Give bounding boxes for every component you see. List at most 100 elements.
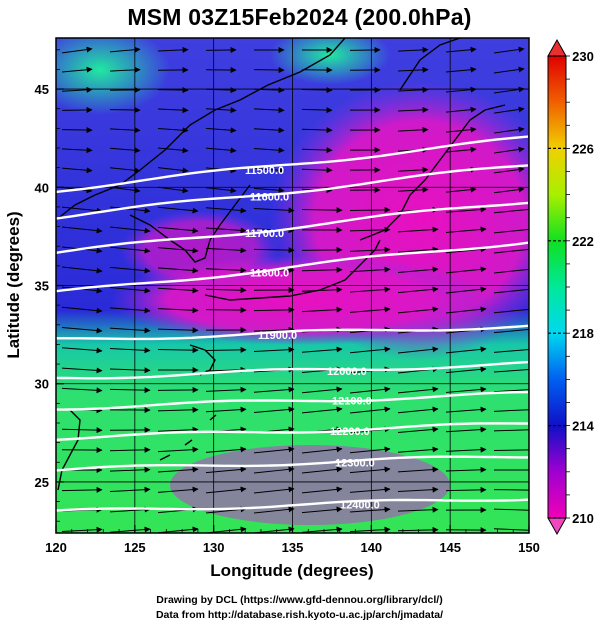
wind-arrow	[493, 286, 529, 294]
contour-label: 11600.0	[250, 192, 289, 204]
wind-arrow	[253, 326, 295, 333]
x-tick-label: 125	[124, 540, 146, 555]
wind-arrow	[157, 526, 199, 533]
wind-arrow	[445, 486, 487, 493]
wind-arrow	[493, 527, 529, 533]
wind-arrow	[301, 306, 343, 313]
wind-arrow	[349, 266, 391, 273]
wind-arrow	[109, 167, 141, 174]
wind-arrow	[205, 127, 237, 134]
wind-arrow	[445, 366, 487, 374]
wind-arrow	[157, 226, 199, 234]
wind-arrow	[253, 406, 295, 413]
wind-arrow	[493, 186, 525, 194]
wind-arrow	[253, 466, 295, 474]
wind-arrow	[397, 506, 439, 513]
wind-arrow	[445, 346, 487, 354]
colorbar-tick-label: 230	[572, 49, 594, 64]
wind-arrow	[109, 206, 151, 214]
wind-arrow	[349, 406, 391, 414]
wind-arrow	[253, 506, 295, 514]
wind-arrow	[253, 346, 295, 353]
wind-arrow	[397, 346, 439, 354]
wind-arrow	[349, 346, 391, 354]
wind-arrow	[445, 406, 487, 413]
wind-arrow	[445, 426, 487, 433]
wind-arrow	[61, 326, 103, 334]
wind-arrow	[157, 267, 199, 274]
contour-label: 11800.0	[250, 268, 289, 280]
wind-arrow	[253, 167, 285, 174]
wind-arrow	[157, 466, 199, 473]
wind-arrow	[157, 206, 199, 214]
wind-arrow	[109, 127, 141, 134]
wind-arrow	[205, 406, 247, 413]
wind-arrow	[445, 306, 487, 314]
wind-arrow	[397, 86, 429, 93]
wind-arrow	[61, 167, 93, 174]
wind-arrow	[349, 286, 391, 293]
wind-arrow	[301, 346, 343, 353]
y-tick-label: 25	[35, 475, 49, 490]
wind-arrow	[397, 166, 429, 173]
wind-arrow	[301, 87, 333, 94]
colorbar-tick-label: 218	[572, 326, 594, 341]
colorbar: 210 214 218 222 226 230	[547, 38, 595, 536]
wind-arrow	[157, 287, 199, 294]
wind-arrow	[301, 207, 343, 214]
wind-arrow	[109, 147, 141, 154]
wind-arrow	[397, 126, 429, 133]
wind-vectors	[61, 46, 529, 533]
contour-label: 11700.0	[245, 228, 284, 240]
wind-arrow	[61, 486, 103, 493]
wind-arrow	[493, 507, 529, 514]
wind-arrow	[397, 266, 439, 273]
wind-arrow	[397, 226, 439, 233]
wind-arrow	[205, 227, 247, 234]
wind-arrow	[445, 386, 487, 393]
wind-arrow	[397, 66, 429, 73]
wind-arrow	[109, 446, 151, 453]
wind-arrow	[109, 66, 141, 73]
colorbar-min-arrow	[547, 517, 567, 536]
contour-label: 11500.0	[245, 165, 284, 177]
wind-arrow	[253, 306, 295, 313]
wind-arrow	[493, 46, 525, 54]
wind-arrow	[349, 486, 391, 493]
wind-arrow	[205, 46, 237, 53]
wind-arrow	[445, 66, 477, 73]
wind-arrow	[349, 506, 391, 513]
wind-arrow	[493, 226, 529, 234]
wind-arrow	[157, 186, 189, 194]
wind-arrow	[253, 87, 285, 94]
wind-arrow	[493, 446, 529, 453]
y-tick-label: 35	[35, 279, 49, 294]
wind-arrow	[301, 127, 333, 134]
wind-arrow	[301, 386, 343, 394]
y-axis-ticks: 25 30 35 40 45	[35, 49, 64, 522]
wind-arrow	[349, 526, 391, 533]
height-contours: 11500.0 11600.0 11700.0 11800.0 11900.0 12000…	[56, 135, 529, 512]
wind-arrow	[349, 446, 391, 454]
wind-arrow	[493, 266, 529, 274]
wind-arrow	[157, 406, 199, 413]
contour-line	[56, 201, 529, 254]
credit-drawing: Drawing by DCL (https://www.gfd-dennou.o…	[156, 594, 443, 606]
wind-arrow	[109, 307, 151, 314]
y-tick-label: 45	[35, 82, 49, 97]
wind-arrow	[397, 386, 439, 394]
wind-arrow	[493, 66, 525, 74]
contour-line	[56, 164, 529, 220]
wind-arrow	[349, 246, 391, 253]
wind-arrow	[157, 107, 189, 114]
wind-arrow	[445, 86, 477, 93]
contour-line	[56, 422, 529, 441]
wind-arrow	[157, 307, 199, 314]
wind-arrow	[205, 346, 247, 353]
contour-label: 12000.0	[327, 366, 367, 378]
wind-arrow	[397, 106, 429, 113]
wind-arrow	[301, 466, 343, 474]
wind-arrow	[493, 106, 525, 114]
wind-arrow	[253, 386, 295, 393]
